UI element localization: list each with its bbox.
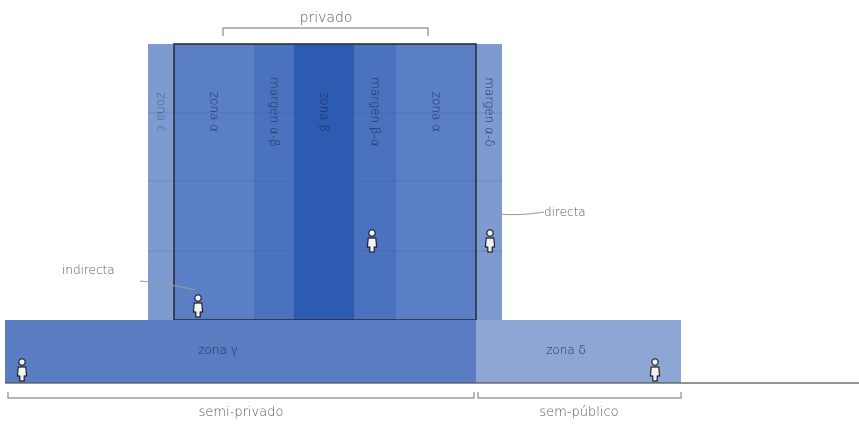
callout-indirecta-label: indirecta (62, 263, 115, 277)
callout-directa: directa (496, 205, 586, 219)
column-band-zone-epsilon (148, 44, 174, 320)
ground-zone-gamma (5, 320, 476, 383)
top-bracket-label: privado (300, 10, 353, 26)
top-bracket-privado: privado (222, 10, 429, 36)
column-band-margin-alpha-delta (476, 44, 502, 320)
ground-zones: zona γ zona δ (5, 320, 681, 383)
column-band-zone-beta (294, 44, 354, 320)
building-columns (148, 44, 502, 320)
bottom-bracket-right-label: sem-público (539, 405, 618, 420)
ground-zone-gamma-label: zona γ (198, 343, 238, 357)
column-label-margin-beta-alpha: margen β-α (369, 77, 383, 147)
callout-directa-label: directa (544, 205, 586, 219)
grid-lines (148, 112, 502, 252)
bottom-bracket-sem-publico: sem-público (477, 392, 682, 420)
column-label-zone-alpha-right: zona α (430, 92, 444, 132)
column-band-margin-beta-alpha (354, 44, 396, 320)
column-label-zone-alpha-left: zona α (208, 92, 222, 132)
column-band-zone-alpha-right (396, 44, 476, 320)
column-labels: zona ε zona α margen α-β zona β margen β… (155, 77, 497, 147)
ground-zone-delta-label: zona δ (546, 343, 586, 357)
column-label-zone-epsilon: zona ε (155, 93, 169, 132)
column-band-zone-alpha-left (174, 44, 254, 320)
callout-indirecta: indirecta (62, 263, 196, 291)
ground-zone-delta (476, 320, 681, 383)
bottom-bracket-left-label: semi-privado (199, 405, 284, 420)
column-label-margin-alpha-beta: margen α-β (268, 77, 282, 147)
column-band-margin-alpha-beta (254, 44, 294, 320)
column-label-margin-alpha-delta: margen α-δ (483, 77, 497, 146)
bottom-bracket-semi-privado: semi-privado (7, 392, 475, 420)
column-label-zone-beta: zona β (318, 92, 332, 132)
